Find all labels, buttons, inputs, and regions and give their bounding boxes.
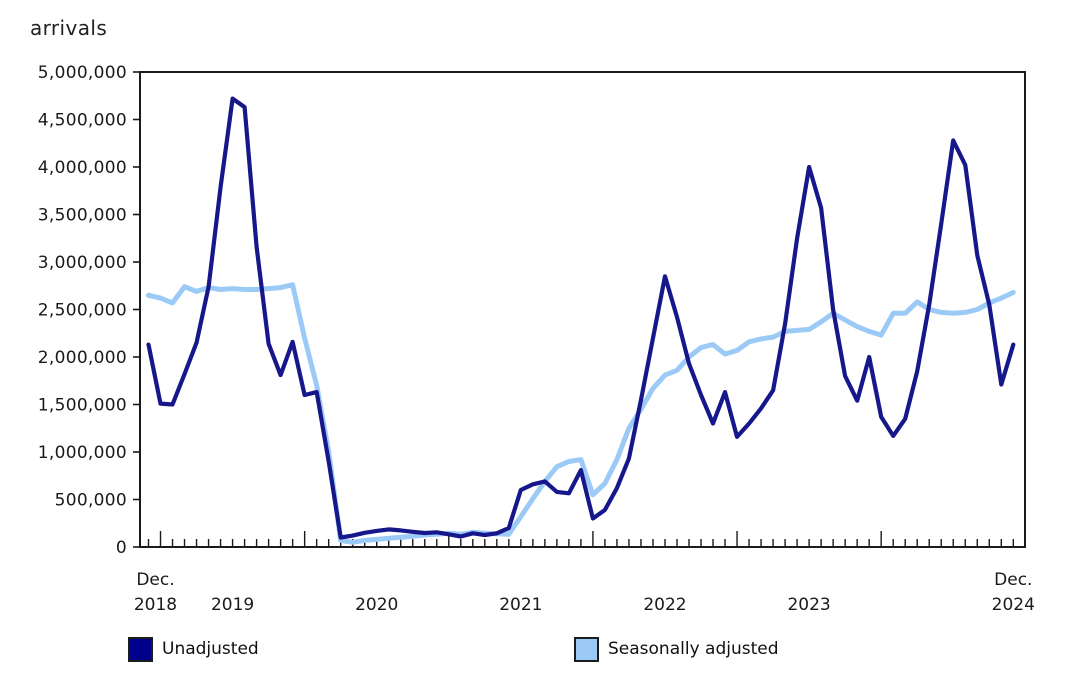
y-axis-label: 0 bbox=[116, 538, 127, 558]
x-axis-label-year: 2023 bbox=[787, 595, 830, 615]
x-axis-label-year: 2024 bbox=[992, 595, 1035, 615]
legend: Unadjusted Seasonally adjusted bbox=[0, 634, 1071, 668]
legend-item-unadjusted: Unadjusted bbox=[128, 634, 259, 664]
y-axis-label: 2,500,000 bbox=[38, 301, 127, 321]
x-axis-label-year: 2020 bbox=[355, 595, 398, 615]
x-axis-label-year: 2018 bbox=[134, 595, 177, 615]
series-line-unadjusted bbox=[146, 96, 1016, 540]
x-axis-label-year: 2019 bbox=[211, 595, 254, 615]
x-axis-label-dec: Dec. bbox=[994, 570, 1032, 590]
x-axis-label-dec: Dec. bbox=[136, 570, 174, 590]
x-axis-label-year: 2021 bbox=[499, 595, 542, 615]
x-axis-label-year: 2022 bbox=[643, 595, 686, 615]
y-axis-label: 5,000,000 bbox=[38, 63, 127, 83]
y-axis-label: 1,500,000 bbox=[38, 396, 127, 416]
series-line-seasonally-adjusted bbox=[146, 282, 1016, 545]
y-axis-label: 3,500,000 bbox=[38, 206, 127, 226]
y-axis-label: 3,000,000 bbox=[38, 253, 127, 273]
y-axis-label: 4,000,000 bbox=[38, 158, 127, 178]
seasonally-adjusted-swatch-icon bbox=[574, 636, 599, 662]
legend-item-seasonally-adjusted: Seasonally adjusted bbox=[574, 634, 779, 664]
chart-title: arrivals bbox=[30, 16, 108, 40]
y-axis-label: 4,500,000 bbox=[38, 111, 127, 131]
legend-label-seasonally-adjusted: Seasonally adjusted bbox=[608, 639, 779, 659]
y-axis-label: 500,000 bbox=[55, 491, 127, 511]
legend-label-unadjusted: Unadjusted bbox=[162, 639, 259, 659]
y-axis-label: 1,000,000 bbox=[38, 443, 127, 463]
unadjusted-swatch-icon bbox=[128, 636, 153, 662]
y-axis-label: 2,000,000 bbox=[38, 348, 127, 368]
